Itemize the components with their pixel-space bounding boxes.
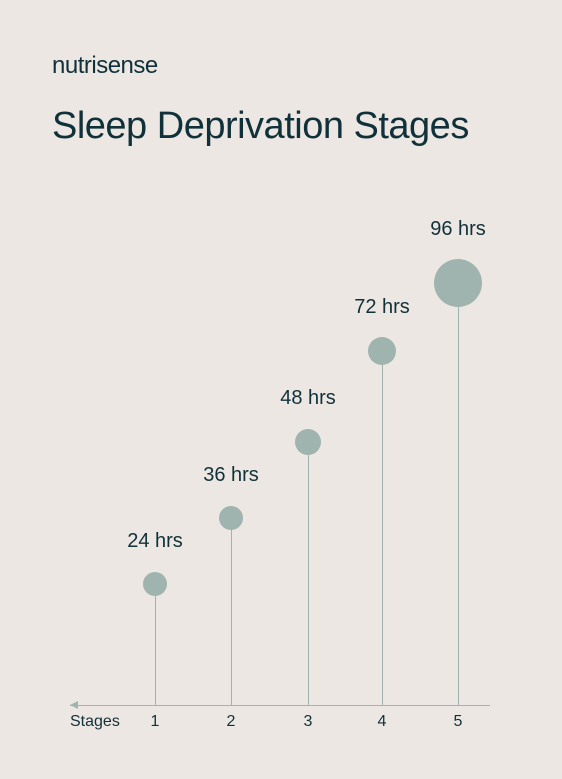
tick-label: 4 (378, 713, 387, 731)
stem (382, 351, 383, 705)
stem (308, 442, 309, 705)
value-label: 48 hrs (280, 387, 336, 410)
data-point (143, 572, 167, 596)
data-point (368, 337, 396, 365)
data-point (219, 506, 243, 530)
axis-arrow-icon (70, 701, 78, 709)
tick-label: 5 (454, 713, 463, 731)
x-axis-label: Stages (70, 713, 120, 731)
tick-label: 2 (227, 713, 236, 731)
lollipop-chart: Stages 24 hrs 1 36 hrs 2 48 hrs 3 72 hrs 4 96 hrs… (70, 0, 490, 779)
tick-label: 1 (151, 713, 160, 731)
stem (458, 283, 459, 705)
page-root: nutrisense Sleep Deprivation Stages Stag… (0, 0, 562, 779)
value-label: 72 hrs (354, 296, 410, 319)
data-point (434, 259, 482, 307)
x-axis (70, 705, 490, 706)
value-label: 96 hrs (430, 218, 486, 241)
value-label: 36 hrs (203, 464, 259, 487)
data-point (295, 429, 321, 455)
stem (155, 584, 156, 705)
stem (231, 518, 232, 705)
value-label: 24 hrs (127, 530, 183, 553)
tick-label: 3 (304, 713, 313, 731)
